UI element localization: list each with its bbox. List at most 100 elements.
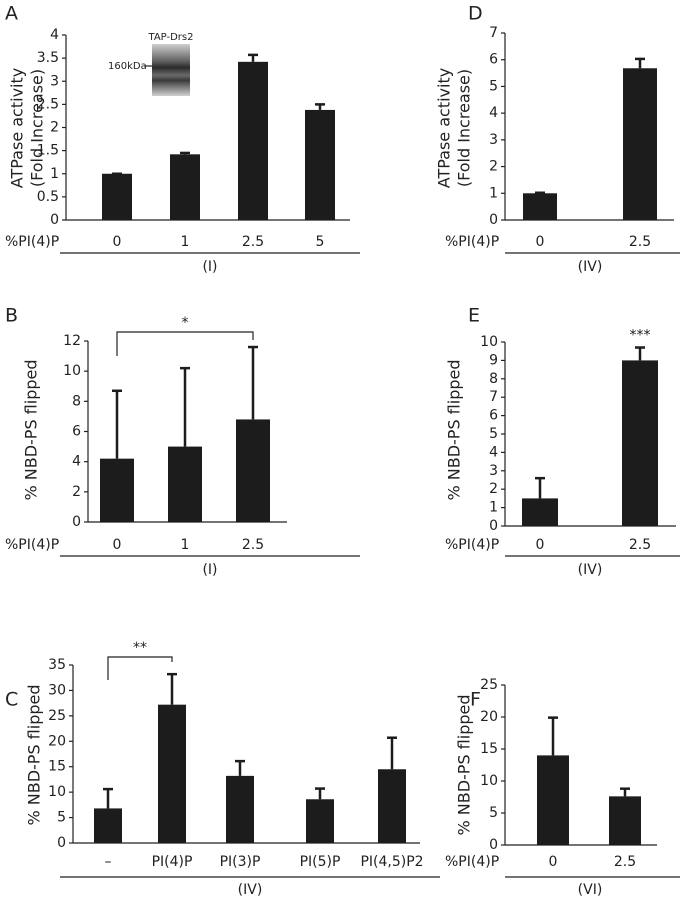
y-tick-label: 0 [489, 212, 498, 228]
group-label: (IV) [578, 562, 603, 578]
x-axis-label: %PI(4)P [5, 234, 59, 250]
y-tick-label: 3 [489, 463, 498, 479]
y-tick-label: 1 [489, 185, 498, 201]
y-tick-label: 5 [57, 810, 66, 826]
x-tick-label: 0 [536, 537, 545, 553]
y-tick-label: 2.5 [37, 96, 59, 112]
y-tick-label: 7 [489, 25, 498, 41]
y-tick-label: 15 [480, 741, 498, 757]
y-tick-label: 0 [489, 518, 498, 534]
x-tick-label: 2.5 [242, 234, 264, 250]
y-axis-label: % NBD-PS flipped [22, 359, 41, 500]
inset-blot [152, 44, 190, 96]
x-tick-label: 2.5 [242, 537, 264, 553]
y-tick-label: 8 [489, 371, 498, 387]
group-label: (I) [202, 259, 217, 275]
y-tick-label: 3.5 [37, 50, 59, 66]
y-tick-label: 5 [489, 78, 498, 94]
y-tick-label: 4 [72, 454, 81, 470]
y-tick-label: 5 [489, 426, 498, 442]
y-tick-label: 4 [489, 105, 498, 121]
y-axis-label: ATPase activity [435, 68, 454, 188]
x-tick-label: PI(3)P [220, 854, 261, 870]
panel-letter: B [5, 305, 18, 327]
y-tick-label: 6 [489, 52, 498, 68]
y-tick-label: 20 [480, 709, 498, 725]
bar [168, 446, 202, 522]
bar [623, 68, 657, 221]
group-label: (IV) [238, 882, 263, 898]
y-tick-label: 1 [50, 166, 59, 182]
bar [94, 808, 122, 843]
panel-letter: C [5, 689, 18, 711]
inset-marker: 160kDa [108, 61, 147, 72]
inset-title: TAP-Drs2 [148, 32, 194, 43]
y-axis-label: (Fold Increase) [28, 69, 47, 187]
x-tick-label: PI(4)P [152, 854, 193, 870]
bar [102, 173, 132, 220]
y-tick-label: 10 [480, 773, 498, 789]
y-tick-label: 2 [72, 484, 81, 500]
x-tick-label: 0 [113, 234, 122, 250]
y-tick-label: 6 [72, 424, 81, 440]
y-tick-label: 0 [50, 212, 59, 228]
y-tick-label: 15 [48, 759, 66, 775]
panel-letter: D [468, 3, 483, 25]
bar [100, 458, 134, 522]
bar [622, 360, 658, 526]
y-tick-label: 6 [489, 408, 498, 424]
y-axis-label: (Fold Increase) [455, 69, 474, 187]
y-tick-label: 5 [489, 805, 498, 821]
y-tick-label: 2 [489, 159, 498, 175]
y-tick-label: 1.5 [37, 143, 59, 159]
bar [305, 109, 335, 220]
x-axis-label: %PI(4)P [445, 537, 499, 553]
x-tick-label: 2.5 [614, 854, 636, 870]
x-tick-label: 1 [181, 537, 190, 553]
bar [238, 61, 268, 221]
y-tick-label: 35 [48, 657, 66, 673]
bar [537, 755, 569, 845]
y-tick-label: 12 [63, 333, 81, 349]
y-axis-label: % NBD-PS flipped [25, 684, 44, 825]
bar [378, 769, 406, 843]
significance-bracket [107, 656, 173, 680]
x-tick-label: 2.5 [629, 234, 651, 250]
bar [170, 154, 200, 220]
y-tick-label: 3 [489, 132, 498, 148]
y-tick-label: 10 [480, 334, 498, 350]
y-tick-label: 3 [50, 73, 59, 89]
y-tick-label: 10 [48, 784, 66, 800]
y-tick-label: 2 [50, 120, 59, 136]
y-tick-label: 9 [489, 352, 498, 368]
y-tick-label: 25 [480, 677, 498, 693]
x-axis-label: %PI(4)P [445, 234, 499, 250]
y-tick-label: 1 [489, 500, 498, 516]
panel-letter: E [468, 305, 480, 327]
significance-bracket [116, 331, 254, 356]
bar [306, 799, 334, 843]
y-tick-label: 0 [72, 514, 81, 530]
significance-mark: ** [133, 640, 147, 656]
bar [226, 775, 254, 843]
bar [609, 796, 641, 845]
y-tick-label: 2 [489, 481, 498, 497]
group-label: (IV) [578, 259, 603, 275]
x-tick-label: 1 [181, 234, 190, 250]
x-tick-label: 2.5 [629, 537, 651, 553]
y-tick-label: 30 [48, 682, 66, 698]
bar [236, 419, 270, 522]
significance-mark: *** [630, 328, 651, 344]
y-tick-label: 10 [63, 363, 81, 379]
group-label: (VI) [578, 882, 603, 898]
y-tick-label: 4 [489, 444, 498, 460]
x-tick-label: 0 [549, 854, 558, 870]
group-label: (I) [202, 562, 217, 578]
y-tick-label: 0 [57, 835, 66, 851]
x-axis-label: %PI(4)P [445, 854, 499, 870]
x-axis-label: %PI(4)P [5, 537, 59, 553]
y-tick-label: 4 [50, 27, 59, 43]
y-axis-label: ATPase activity [8, 68, 27, 188]
significance-mark: * [182, 315, 189, 331]
